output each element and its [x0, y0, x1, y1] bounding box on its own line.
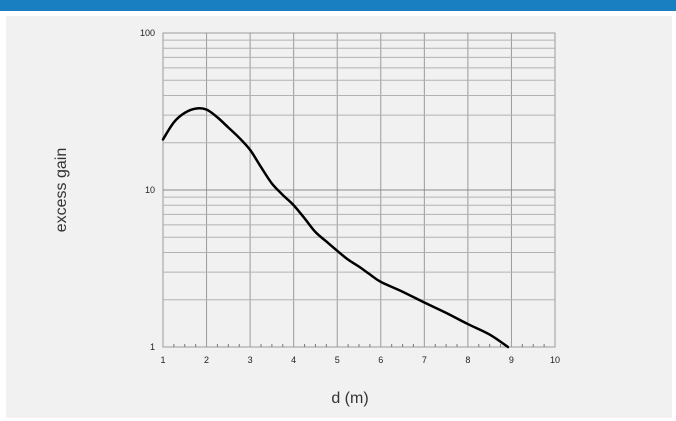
x-tick-label: 5: [335, 355, 340, 365]
x-axis-label: d (m): [331, 390, 369, 407]
series-line: [161, 107, 510, 349]
y-tick-labels: 1 10 100: [140, 28, 155, 352]
x-tick-label: 10: [550, 355, 560, 365]
x-tick-label: 7: [422, 355, 427, 365]
grid-lines: [163, 33, 555, 347]
y-tick-label: 1: [150, 342, 155, 352]
x-tick-label: 4: [291, 355, 296, 365]
x-tick-label: 6: [378, 355, 383, 365]
y-tick-label: 10: [145, 185, 155, 195]
y-tick-label: 100: [140, 28, 155, 38]
y-axis-label: excess gain: [53, 147, 70, 233]
x-tick-label: 2: [204, 355, 209, 365]
minor-ticks: [173, 344, 545, 347]
x-tick-labels: 1 2 3 4 5 6 7 8 9 10: [160, 355, 560, 365]
x-tick-label: 9: [509, 355, 514, 365]
header-bar: [0, 0, 676, 11]
x-tick-label: 3: [248, 355, 253, 365]
x-tick-label: 8: [465, 355, 470, 365]
x-tick-label: 1: [160, 355, 165, 365]
